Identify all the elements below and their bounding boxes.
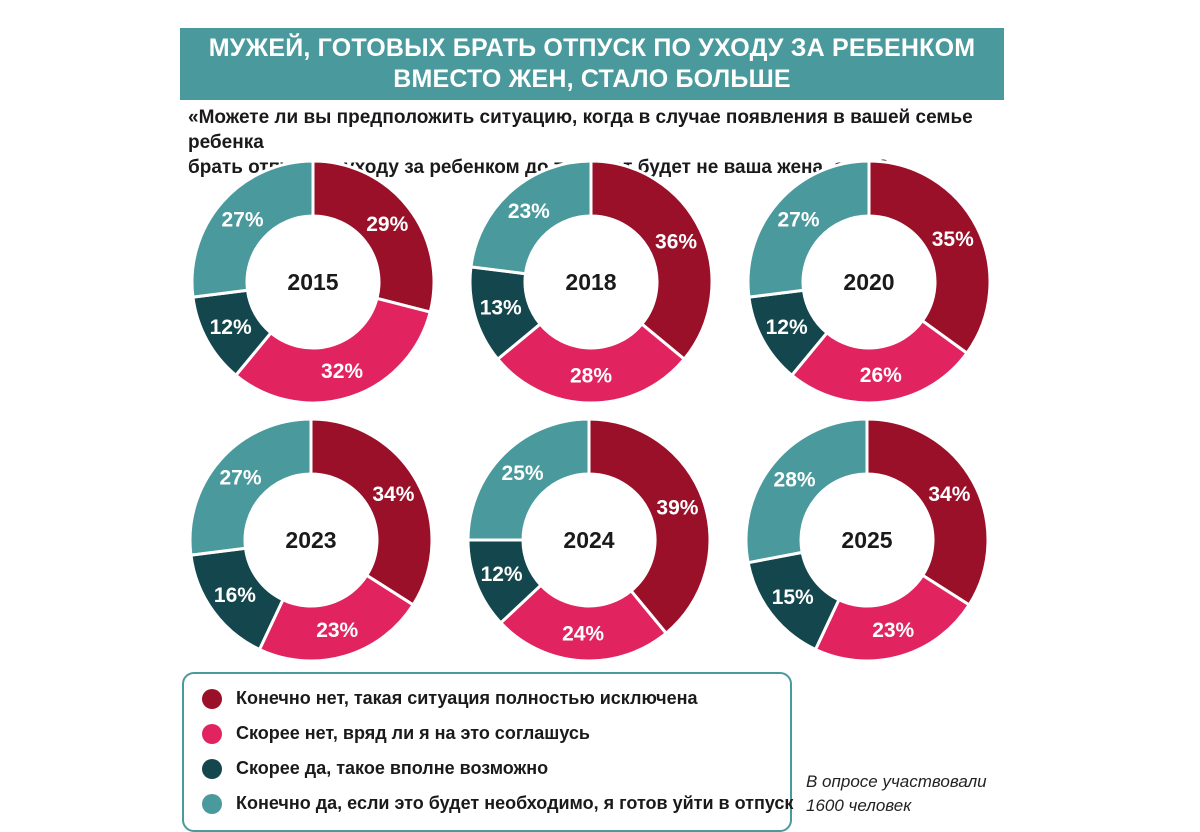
legend-item-rather-yes: Скорее да, такое вполне возможно <box>202 758 548 779</box>
slice-2018-rather-no <box>496 322 686 405</box>
slice-label-2020-definitely-yes: 27% <box>777 208 819 231</box>
slice-label-2025-definitely-no: 34% <box>928 483 970 506</box>
donut-2023: 34% 23% 16% 27% 2023 <box>188 417 434 663</box>
slice-2023-definitely-yes <box>188 417 313 557</box>
survey-note: В опросе участвовали 1600 человек <box>806 770 987 818</box>
donut-2015: 29% 32% 12% 27% 2015 <box>190 159 436 405</box>
slice-label-2015-definitely-no: 29% <box>366 213 408 236</box>
legend-label-definitely-yes: Конечно да, если это будет необходимо, я… <box>236 793 794 813</box>
year-label-2018: 2018 <box>565 269 616 295</box>
legend-label-definitely-no: Конечно нет, такая ситуация полностью ис… <box>236 688 698 708</box>
slice-label-2018-rather-yes: 13% <box>480 297 522 320</box>
donut-charts: 29% 32% 12% 27% 2015 36% 28% 13% 23% 2018 35% 26% 12… <box>188 159 992 663</box>
slice-label-2023-definitely-yes: 27% <box>219 466 261 489</box>
slice-2024-definitely-yes <box>466 417 591 542</box>
note-line-2: 1600 человек <box>806 796 912 815</box>
slice-label-2024-definitely-yes: 25% <box>502 462 544 485</box>
slice-label-2015-rather-no: 32% <box>321 360 363 383</box>
slice-2025-definitely-yes <box>744 417 869 565</box>
year-label-2020: 2020 <box>843 269 894 295</box>
slice-label-2020-rather-yes: 12% <box>766 316 808 339</box>
question-line-1: «Можете ли вы предположить ситуацию, ког… <box>188 107 973 153</box>
slice-label-2020-rather-no: 26% <box>860 364 902 387</box>
legend-item-rather-no: Скорее нет, вряд ли я на это соглашусь <box>202 723 590 744</box>
slice-2018-definitely-yes <box>469 159 593 276</box>
slice-label-2025-rather-yes: 15% <box>772 586 814 609</box>
slice-label-2023-definitely-no: 34% <box>372 483 414 506</box>
legend-dot-definitely-yes <box>202 793 222 814</box>
donut-2020: 35% 26% 12% 27% 2020 <box>746 159 992 405</box>
slice-2023-rather-no <box>257 573 415 663</box>
slice-label-2018-definitely-no: 36% <box>655 230 697 253</box>
slice-label-2015-definitely-yes: 27% <box>221 208 263 231</box>
slice-2024-rather-no <box>499 583 668 663</box>
slice-2020-definitely-yes <box>746 159 871 299</box>
slice-2020-definitely-no <box>867 159 992 355</box>
legend-item-definitely-no: Конечно нет, такая ситуация полностью ис… <box>202 688 697 709</box>
legend: Конечно нет, такая ситуация полностью ис… <box>182 672 793 832</box>
donut-2025: 34% 23% 15% 28% 2025 <box>744 417 990 663</box>
slice-2018-definitely-no <box>589 159 714 361</box>
slice-label-2024-definitely-no: 39% <box>656 497 698 520</box>
slice-2015-rather-no <box>234 296 432 405</box>
slice-label-2025-rather-no: 23% <box>872 619 914 642</box>
slice-label-2024-rather-no: 24% <box>562 622 604 645</box>
year-label-2025: 2025 <box>841 527 892 553</box>
note-line-1: В опросе участвовали <box>806 772 987 791</box>
slice-2020-rather-no <box>790 319 969 405</box>
title-banner: МУЖЕЙ, ГОТОВЫХ БРАТЬ ОТПУСК ПО УХОДУ ЗА … <box>180 28 1004 100</box>
slice-label-2020-definitely-no: 35% <box>932 228 974 251</box>
year-label-2015: 2015 <box>287 269 338 295</box>
slice-label-2018-definitely-yes: 23% <box>508 200 550 223</box>
slice-2015-definitely-no <box>311 159 436 314</box>
slice-2025-rather-no <box>813 573 971 663</box>
slice-label-2023-rather-no: 23% <box>316 619 358 642</box>
slice-label-2025-definitely-yes: 28% <box>774 469 816 492</box>
year-label-2023: 2023 <box>285 527 336 553</box>
title-line-2: ВМЕСТО ЖЕН, СТАЛО БОЛЬШЕ <box>393 65 791 93</box>
year-label-2024: 2024 <box>563 527 614 553</box>
slice-2024-definitely-no <box>587 417 712 635</box>
legend-label-rather-no: Скорее нет, вряд ли я на это соглашусь <box>236 723 590 743</box>
donut-2024: 39% 24% 12% 25% 2024 <box>466 417 712 663</box>
legend-dot-definitely-no <box>202 688 222 709</box>
slice-label-2023-rather-yes: 16% <box>214 584 256 607</box>
slice-2023-definitely-no <box>309 417 434 607</box>
slice-2015-definitely-yes <box>190 159 315 299</box>
title-line-1: МУЖЕЙ, ГОТОВЫХ БРАТЬ ОТПУСК ПО УХОДУ ЗА … <box>208 34 976 62</box>
slice-label-2015-rather-yes: 12% <box>210 316 252 339</box>
slice-label-2024-rather-yes: 12% <box>481 563 523 586</box>
slice-2025-definitely-no <box>865 417 990 607</box>
legend-dot-rather-yes <box>202 758 222 779</box>
legend-label-rather-yes: Скорее да, такое вполне возможно <box>236 758 549 778</box>
slice-label-2018-rather-no: 28% <box>570 365 612 388</box>
legend-dot-rather-no <box>202 723 222 744</box>
donut-2018: 36% 28% 13% 23% 2018 <box>468 159 714 405</box>
legend-item-definitely-yes: Конечно да, если это будет необходимо, я… <box>202 793 793 814</box>
